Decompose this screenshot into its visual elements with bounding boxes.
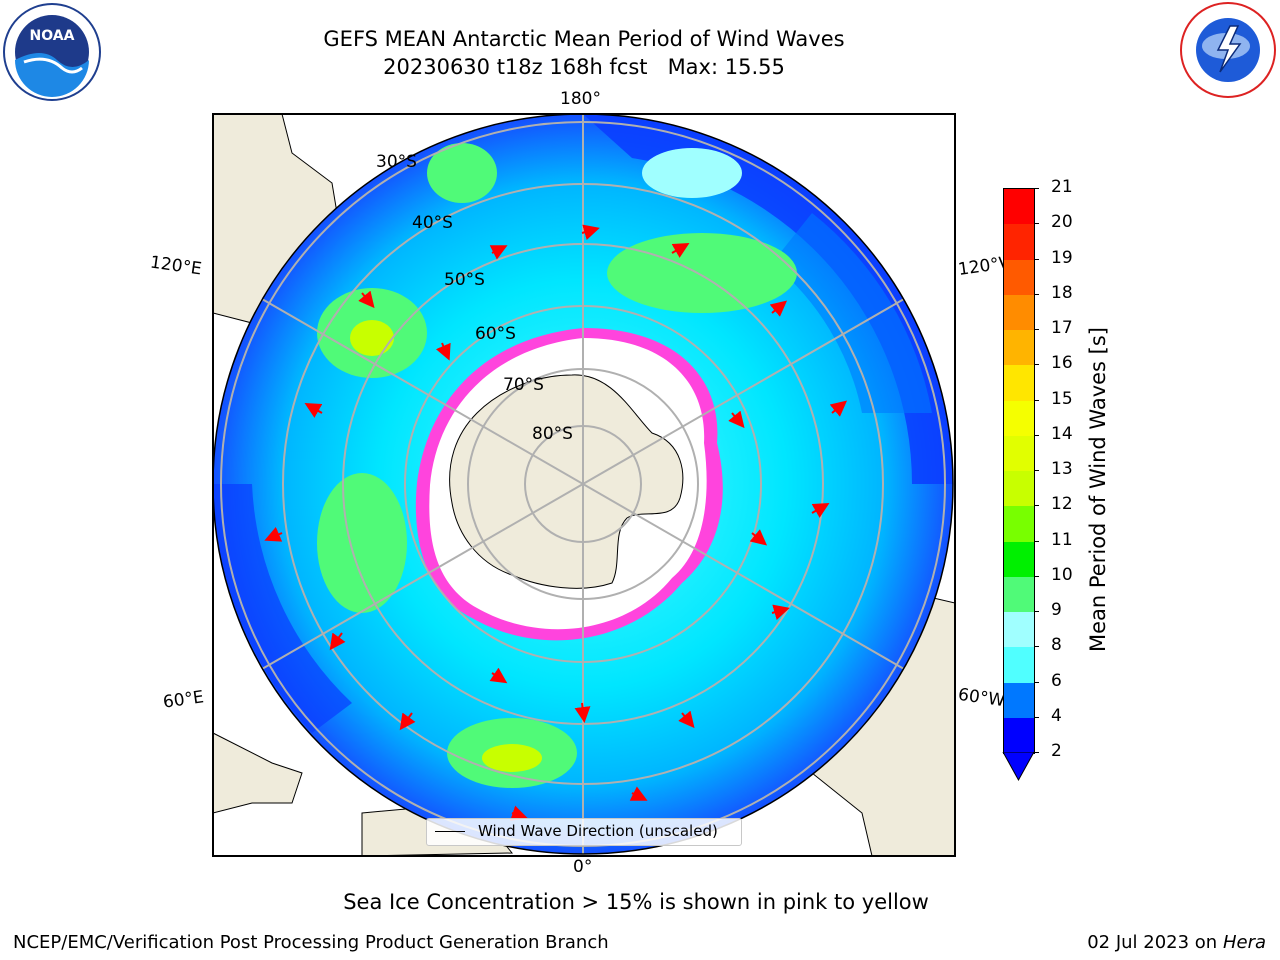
lon-label-0: 0°: [573, 857, 593, 877]
colorbar-tick-label: 17: [1051, 318, 1073, 338]
colorbar-tick-mark: [1034, 470, 1039, 471]
colorbar-segment: [1004, 365, 1034, 402]
colorbar-label: Mean Period of Wind Waves [s]: [1086, 327, 1110, 652]
legend-line-icon: [435, 831, 465, 832]
legend-label: Wind Wave Direction (unscaled): [478, 822, 718, 840]
colorbar-segment: [1004, 471, 1034, 507]
colorbar-tick-label: 9: [1051, 600, 1062, 620]
colorbar-segment: [1004, 506, 1034, 543]
lat-label-30s: 30°S: [376, 152, 417, 172]
noaa-logo: NOAA: [3, 3, 101, 101]
nws-logo: [1180, 2, 1276, 98]
colorbar-tick-mark: [1034, 258, 1039, 260]
colorbar-tick-mark: [1034, 646, 1039, 648]
colorbar-tick-mark: [1034, 575, 1039, 577]
colorbar-tick-mark: [1034, 364, 1039, 366]
lon-label-180: 180°: [560, 89, 601, 109]
antarctic-map: [212, 113, 956, 857]
colorbar-extend-arrow: [1002, 752, 1035, 782]
colorbar-segment: [1004, 647, 1034, 684]
colorbar-tick-label: 13: [1051, 459, 1073, 479]
colorbar-segment: [1004, 400, 1034, 437]
colorbar-tick-label: 21: [1051, 177, 1073, 197]
colorbar-tick-mark: [1034, 540, 1039, 542]
colorbar-tick-label: 20: [1051, 212, 1073, 233]
colorbar-segment: [1004, 330, 1034, 366]
colorbar-tick-label: 4: [1051, 705, 1062, 726]
colorbar-tick-mark: [1034, 223, 1039, 225]
colorbar-segment: [1004, 189, 1034, 225]
lat-label-40s: 40°S: [412, 213, 453, 233]
colorbar-segment: [1004, 294, 1034, 331]
colorbar-tick-mark: [1034, 399, 1039, 401]
colorbar-tick-label: 19: [1051, 247, 1073, 268]
colorbar-tick-mark: [1034, 505, 1039, 507]
lat-label-60s: 60°S: [475, 324, 516, 344]
map-subtitle: 20230630 t18z 168h fcst Max: 15.55: [383, 55, 785, 79]
colorbar-segment: [1004, 541, 1034, 578]
colorbar-segment: [1004, 259, 1034, 296]
colorbar-tick-label: 12: [1051, 494, 1073, 515]
colorbar-segment: [1004, 576, 1034, 613]
colorbar-tick-mark: [1034, 188, 1039, 189]
colorbar-tick-label: 15: [1051, 388, 1073, 409]
colorbar-tick-mark: [1034, 434, 1039, 436]
colorbar: [1003, 188, 1035, 754]
date-text: 02 Jul 2023 on: [1087, 932, 1223, 953]
colorbar-tick-mark: [1034, 716, 1039, 718]
lon-label-60e: 60°E: [161, 687, 206, 713]
colorbar-segment: [1004, 682, 1034, 719]
lat-label-80s: 80°S: [532, 424, 573, 444]
map-title: GEFS MEAN Antarctic Mean Period of Wind …: [323, 27, 845, 51]
colorbar-tick-label: 14: [1051, 423, 1073, 444]
lon-label-120e: 120°E: [148, 252, 203, 280]
map-frame: [212, 113, 956, 857]
colorbar-segment: [1004, 224, 1034, 261]
map-legend: Wind Wave Direction (unscaled): [426, 818, 742, 846]
colorbar-tick-mark: [1034, 611, 1039, 612]
colorbar-segment: [1004, 612, 1034, 648]
colorbar-tick-label: 10: [1051, 564, 1073, 585]
colorbar-tick-label: 8: [1051, 635, 1062, 656]
colorbar-tick-mark: [1034, 752, 1039, 753]
wind-wave-arrows: [264, 224, 848, 821]
colorbar-tick-label: 16: [1051, 353, 1073, 374]
colorbar-tick-mark: [1034, 329, 1039, 330]
svg-text:NOAA: NOAA: [30, 28, 75, 44]
colorbar-tick-label: 11: [1051, 529, 1073, 550]
colorbar-segment: [1004, 717, 1034, 754]
colorbar-tick-label: 6: [1051, 670, 1062, 691]
machine-name: Hera: [1222, 932, 1266, 953]
credit-line: NCEP/EMC/Verification Post Processing Pr…: [13, 932, 609, 953]
ice-note-text: Sea Ice Concentration > 15% is shown in …: [343, 890, 929, 914]
colorbar-segment: [1004, 435, 1034, 472]
lon-label-60w: 60°W: [956, 684, 1007, 712]
colorbar-tick-label: 2: [1051, 741, 1062, 761]
lat-label-70s: 70°S: [503, 375, 544, 395]
date-line: 02 Jul 2023 on Hera: [1087, 932, 1266, 953]
lat-label-50s: 50°S: [444, 270, 485, 290]
colorbar-ticks: 21 20 19 18 17 16 15 14 13 12 11 10 9 8 6 4 2: [1034, 177, 1084, 761]
ice-note: Sea Ice Concentration > 15% is shown in …: [0, 890, 1280, 914]
colorbar-tick-mark: [1034, 293, 1039, 295]
colorbar-tick-mark: [1034, 681, 1039, 683]
colorbar-tick-label: 18: [1051, 282, 1073, 303]
